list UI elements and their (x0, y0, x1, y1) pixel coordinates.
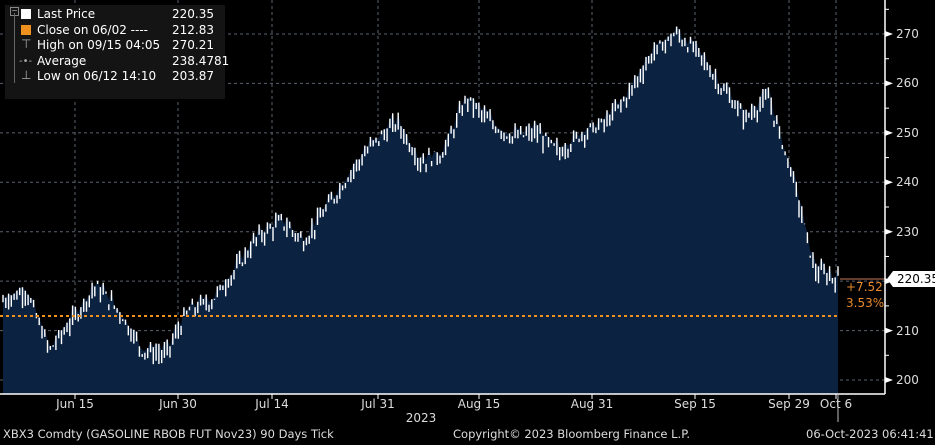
legend-value: 220.35 (172, 7, 214, 21)
x-axis-label: Aug 31 (570, 397, 614, 411)
x-axis-label: Oct 6 (819, 397, 853, 411)
y-axis-label: 210 (896, 323, 919, 338)
footer-copyright: Copyright© 2023 Bloomberg Finance L.P. (453, 427, 690, 441)
legend-row-last-price: Last Price 220.35 (5, 7, 225, 23)
x-axis-year-label: 2023 (405, 411, 437, 425)
legend-row-average: -•- Average 238.4781 (5, 53, 229, 70)
x-axis-label: Jun 15 (56, 397, 94, 411)
legend-label: Close on 06/02 ---- (37, 22, 148, 37)
x-axis-label: Sep 15 (674, 397, 716, 411)
x-axis-label: Jul 14 (255, 397, 289, 411)
legend-label: Last Price (37, 7, 96, 21)
footer-security-description: XBX3 Comdty (GASOLINE RBOB FUT Nov23) 90… (3, 427, 334, 441)
y-axis-label: 250 (896, 125, 919, 140)
legend-label: High on 09/15 04:05 (37, 38, 161, 52)
y-axis-label: 200 (896, 373, 919, 387)
white-square-icon (21, 9, 31, 19)
price-tick-bars (2, 26, 839, 365)
x-axis-label: Sep 29 (768, 397, 810, 411)
average-marker-icon: -•- (19, 55, 33, 67)
legend-label: Average (37, 53, 87, 68)
y-axis-label: 230 (896, 224, 919, 239)
orange-square-icon (21, 24, 31, 35)
footer-timestamp: 06-Oct-2023 06:41:41 (806, 427, 934, 441)
change-absolute: +7.52 (846, 280, 883, 294)
legend-label: Low on 06/12 14:10 (37, 69, 157, 83)
change-percent: 3.53% (846, 296, 885, 310)
legend-value: 212.83 (172, 22, 214, 37)
y-axis-label: 240 (896, 175, 919, 190)
x-axis-label: Jun 30 (159, 397, 197, 411)
legend-row-high: ⊤ High on 09/15 04:05 270.21 (5, 37, 225, 54)
legend-row-low: ⊥ Low on 06/12 14:10 203.87 (5, 68, 225, 85)
y-axis-ticks (885, 8, 893, 384)
legend-value: 270.21 (172, 38, 214, 52)
legend-value: 203.87 (172, 69, 214, 83)
high-marker-icon: ⊤ (21, 37, 32, 51)
legend-row-close: Close on 06/02 ---- 212.83 (5, 23, 225, 39)
x-axis-ticks (74, 394, 837, 399)
legend-tree-line (14, 13, 15, 83)
x-axis-label: Jul 31 (361, 397, 395, 411)
y-axis-label: 260 (896, 76, 919, 91)
last-price-tag: 220.35 (887, 271, 935, 287)
y-axis-label: 270 (896, 27, 919, 41)
chart-legend: − Last Price 220.35 Close on 06/02 ---- … (5, 5, 229, 99)
x-axis-label: Aug 15 (457, 397, 501, 411)
legend-value: 238.4781 (172, 53, 230, 68)
low-marker-icon: ⊥ (21, 68, 32, 82)
